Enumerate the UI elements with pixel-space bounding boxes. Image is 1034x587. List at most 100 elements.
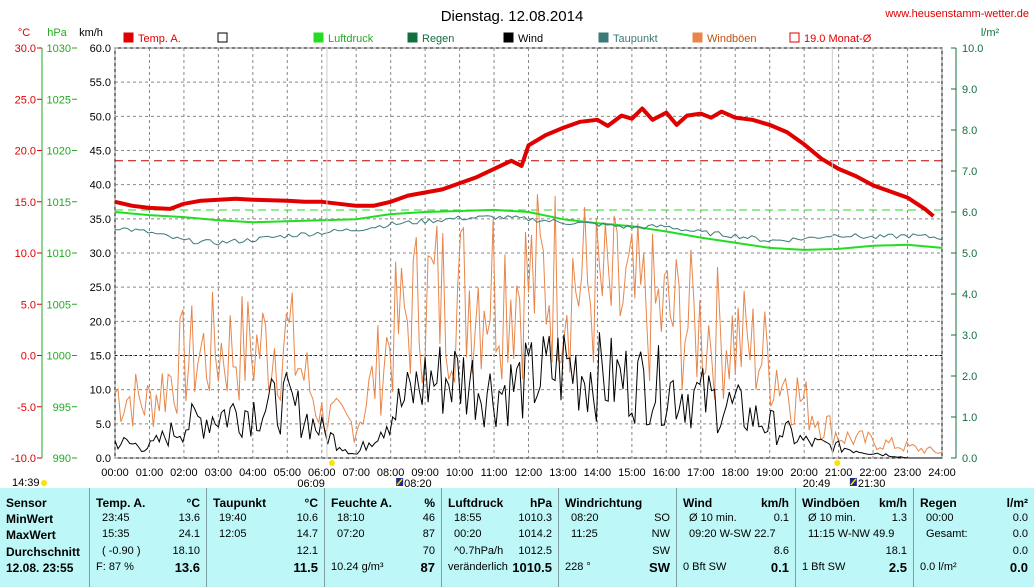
table-column-regen: Regen l/m² 00:00 0.0 Gesamt: 0.0 0.0 0.0 l/m² 0.… [914, 488, 1034, 587]
column-unit: km/h [760, 496, 789, 510]
legend-swatch [313, 32, 324, 43]
axis-tick-label: 55.0 [90, 77, 111, 89]
cell-value: 2.5 [888, 560, 907, 575]
x-tick-label: 08:00 [377, 467, 405, 479]
cell-value: 46 [422, 512, 435, 524]
legend-swatch [503, 32, 514, 43]
axis-tick-label: 1025 [47, 94, 71, 106]
x-tick-label: 21:00 [825, 467, 853, 479]
stats-table: Sensor MinWert MaxWert Durchschnitt 12.08. 2… [0, 488, 1034, 587]
cell-value: 1014.2 [518, 528, 552, 540]
cell-value: 24.1 [178, 528, 200, 540]
axis-tick-label: -10.0 [11, 453, 36, 465]
x-tick-label: 06:00 [308, 467, 336, 479]
x-tick-label: 10:00 [446, 467, 474, 479]
unit-pressure: hPa [47, 27, 67, 39]
cell-info: 18:10 [337, 512, 365, 524]
x-tick-label: 22:00 [859, 467, 887, 479]
table-column-feuchte: Feuchte A.% 18:10 46 07:20 87 70 10.24 g/m³ 87 [325, 488, 442, 587]
axis-tick-label: 1.0 [962, 412, 977, 424]
axis-tick-label: 30.0 [90, 248, 111, 260]
cell-info: 11:25 [571, 528, 598, 540]
cell-value: 87 [422, 528, 435, 540]
axis-tick-label: 50.0 [90, 111, 111, 123]
cell-value: 8.6 [773, 545, 789, 557]
x-tick-label: 14:00 [584, 467, 612, 479]
cell-value: 1012.5 [518, 545, 552, 557]
cell-value: NW [651, 528, 670, 540]
column-unit: °C [304, 496, 318, 510]
cell-value: SW [652, 545, 670, 557]
axis-tick-label: 5.0 [21, 299, 36, 311]
cell-value: 11.5 [293, 560, 318, 575]
legend-label: 19.0 Monat-Ø [804, 33, 872, 45]
table-column-taupunkt: Taupunkt °C 19:40 10.6 12:05 14.7 12.1 11.5 [207, 488, 325, 587]
cell-value: 18.1 [885, 545, 907, 557]
series-taupunkt [114, 215, 943, 246]
axis-tick-label: 1010 [47, 248, 71, 260]
axis-tick-label: 4.0 [962, 289, 977, 301]
axis-tick-label: 15.0 [15, 197, 36, 209]
cell-info: 07:20 [337, 528, 365, 540]
x-tick-label: 04:00 [239, 467, 267, 479]
legend: Temp. A. Luftdruck Regen Wind Taupunkt Windbö… [123, 32, 872, 45]
column-unit: l/m² [1006, 496, 1028, 510]
series-windben [114, 194, 943, 455]
x-tick-label: 01:00 [136, 467, 164, 479]
axis-tick-label: 1030 [47, 43, 71, 55]
cell-info: 00:00 [926, 512, 954, 524]
cell-info: F: 87 % [96, 561, 134, 573]
axis-tick-label: 25.0 [15, 94, 36, 106]
cell-info: 0 Bft SW [683, 561, 727, 573]
x-tick-label: 07:00 [342, 467, 370, 479]
cell-info: 11:15 W-NW 49.9 [808, 528, 895, 540]
cell-value: 13.6 [174, 560, 200, 575]
x-tick-label: 24:00 [928, 467, 956, 479]
axis-tick-label: 20.0 [90, 316, 111, 328]
cell-value: 1.3 [891, 512, 907, 524]
legend-swatch [217, 32, 228, 43]
table-column-wind: Wind km/h Ø 10 min. 0.1 09:20 W-SW 22.7 8.6 0 … [677, 488, 796, 587]
reference-lines [115, 160, 942, 356]
unit-rain: l/m² [981, 27, 1000, 39]
column-unit: hPa [529, 496, 552, 510]
legend-swatch [692, 32, 703, 43]
sunrise-label: 06:09 [297, 478, 325, 488]
axis-tick-label: 10.0 [15, 248, 36, 260]
axis-tick-label: 1000 [47, 351, 71, 363]
chart-title: Dienstag. 12.08.2014 [441, 8, 584, 25]
axis-tick-label: -5.0 [17, 402, 36, 414]
cell-info: 10.24 g/m³ [331, 561, 384, 573]
moonrise-label: 08:20 [404, 478, 432, 488]
x-tick-label: 23:00 [894, 467, 922, 479]
cell-value: 13.6 [178, 512, 200, 524]
axes: 30.0 25.0 20.0 15.0 10.0 5.0 0.0 -5.0 -10.0 1030 1… [11, 43, 984, 479]
cell-value: SO [654, 512, 670, 524]
website-label: www.heusenstamm-wetter.de [884, 8, 1029, 20]
left-time-label: 14:39 [12, 477, 40, 488]
cell-info: 0.0 l/m² [920, 561, 957, 573]
cell-info: Ø 10 min. [808, 512, 856, 524]
cell-value: 0.1 [773, 512, 789, 524]
cell-info: veränderlich [448, 561, 508, 573]
cell-value: 70 [422, 545, 435, 557]
table-column-luftdruck: Luftdruck hPa 18:55 1010.3 00:20 1014.2 ^0.7hP… [442, 488, 559, 587]
moonset-label: 21:30 [858, 478, 886, 488]
cell-value: 10.6 [296, 512, 318, 524]
column-header: Temp. A. [96, 496, 146, 510]
axis-tick-label: 30.0 [15, 43, 36, 55]
x-tick-label: 15:00 [618, 467, 646, 479]
sun-icon [328, 460, 335, 466]
table-column-temp: Temp. A. °C 23:45 13.6 15:35 24.1 ( -0.90 ) 18.… [90, 488, 207, 587]
legend-label: Taupunkt [613, 33, 658, 45]
axis-tick-label: 1015 [47, 197, 71, 209]
sun-moon-markers: 14:39 06:09 20:49 08:20 21:30 [12, 48, 885, 488]
cell-value: 1010.5 [512, 560, 552, 575]
column-header: Taupunkt [213, 496, 267, 510]
x-tick-label: 18:00 [721, 467, 749, 479]
legend-swatch [407, 32, 418, 43]
axis-tick-label: 40.0 [90, 180, 111, 192]
x-tick-label: 16:00 [653, 467, 681, 479]
axis-tick-label: 8.0 [962, 125, 977, 137]
x-tick-label: 12:00 [515, 467, 543, 479]
